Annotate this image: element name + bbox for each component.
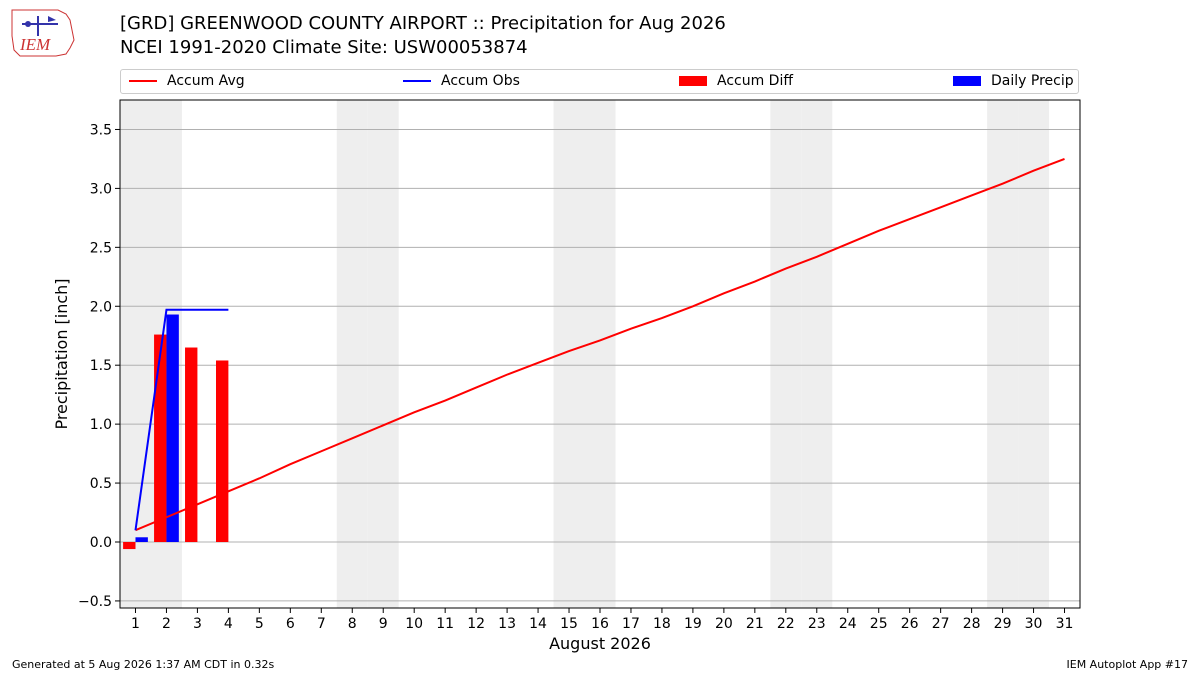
legend-item-accum-obs: Accum Obs: [403, 73, 520, 89]
weekend-shade: [367, 100, 399, 608]
legend-label: Accum Obs: [441, 73, 520, 89]
bar-accum-diff: [123, 541, 136, 550]
weekend-shade: [987, 100, 1019, 608]
x-tick-label: 7: [317, 616, 326, 632]
bar-daily-precip: [166, 314, 179, 542]
y-tick-label: −0.5: [78, 594, 112, 610]
legend-swatch: [403, 80, 431, 82]
legend-swatch: [679, 76, 707, 86]
x-tick-label: 29: [994, 616, 1012, 632]
x-tick-label: 1: [131, 616, 140, 632]
weekend-shade: [584, 100, 616, 608]
x-tick-label: 24: [839, 616, 857, 632]
iem-logo: IEM: [11, 9, 75, 57]
x-tick-label: 17: [622, 616, 640, 632]
legend-label: Accum Avg: [167, 73, 245, 89]
x-tick-label: 13: [498, 616, 516, 632]
x-tick-label: 22: [777, 616, 795, 632]
line-accum-avg: [135, 157, 1065, 532]
bar-accum-diff: [216, 360, 229, 542]
weekend-shade: [553, 100, 585, 608]
legend-label: Accum Diff: [717, 73, 794, 89]
bar-accum-diff: [185, 347, 198, 542]
x-tick-label: 8: [348, 616, 357, 632]
x-tick-label: 18: [653, 616, 671, 632]
y-tick-label: 2.0: [90, 299, 112, 315]
x-tick-label: 30: [1025, 616, 1043, 632]
bar-daily-precip: [135, 537, 148, 542]
y-axis-label: Precipitation [inch]: [52, 278, 71, 429]
x-tick-label: 11: [436, 616, 454, 632]
x-tick-label: 26: [901, 616, 919, 632]
y-tick-label: 3.5: [90, 122, 112, 138]
x-tick-label: 28: [963, 616, 981, 632]
x-tick-label: 14: [529, 616, 547, 632]
weekend-shade: [1018, 100, 1050, 608]
y-tick-label: 1.0: [90, 417, 112, 433]
x-tick-label: 2: [162, 616, 171, 632]
x-tick-label: 27: [932, 616, 950, 632]
y-tick-label: 2.5: [90, 240, 112, 256]
x-tick-label: 3: [193, 616, 202, 632]
x-tick-label: 15: [560, 616, 578, 632]
y-tick-label: 0.0: [90, 535, 112, 551]
line-accum-obs: [134, 308, 229, 531]
x-tick-label: 31: [1056, 616, 1074, 632]
weekend-shade: [120, 100, 151, 608]
app-footer: IEM Autoplot App #17: [1066, 658, 1189, 671]
legend: Accum Avg Accum Obs Accum Diff Daily Pre…: [120, 69, 1079, 94]
x-tick-label: 5: [255, 616, 264, 632]
y-tick-label: 0.5: [90, 476, 112, 492]
x-tick-label: 16: [591, 616, 609, 632]
legend-swatch: [129, 80, 157, 82]
x-tick-label: 12: [467, 616, 485, 632]
x-tick-label: 19: [684, 616, 702, 632]
bar-accum-diff: [154, 334, 167, 542]
chart-title: [GRD] GREENWOOD COUNTY AIRPORT :: Precip…: [120, 13, 726, 34]
chart-subtitle: NCEI 1991-2020 Climate Site: USW00053874: [120, 37, 528, 58]
x-tick-label: 21: [746, 616, 764, 632]
legend-swatch: [953, 76, 981, 86]
y-tick-label: 3.0: [90, 181, 112, 197]
x-axis-label: August 2026: [549, 634, 651, 653]
weekend-shade: [801, 100, 833, 608]
svg-text:IEM: IEM: [19, 35, 51, 54]
x-tick-label: 25: [870, 616, 888, 632]
legend-item-accum-diff: Accum Diff: [679, 73, 793, 89]
x-tick-label: 9: [379, 616, 388, 632]
x-tick-label: 20: [715, 616, 733, 632]
y-tick-label: 1.5: [90, 358, 112, 374]
weekend-shade: [770, 100, 802, 608]
legend-item-daily-precip: Daily Precip: [953, 73, 1074, 89]
x-tick-label: 23: [808, 616, 826, 632]
x-tick-label: 6: [286, 616, 295, 632]
weekend-shade: [336, 100, 368, 608]
x-tick-label: 10: [405, 616, 423, 632]
x-tick-label: 4: [224, 616, 233, 632]
generated-footer: Generated at 5 Aug 2026 1:37 AM CDT in 0…: [12, 658, 275, 671]
legend-label: Daily Precip: [991, 73, 1074, 89]
legend-item-accum-avg: Accum Avg: [129, 73, 245, 89]
